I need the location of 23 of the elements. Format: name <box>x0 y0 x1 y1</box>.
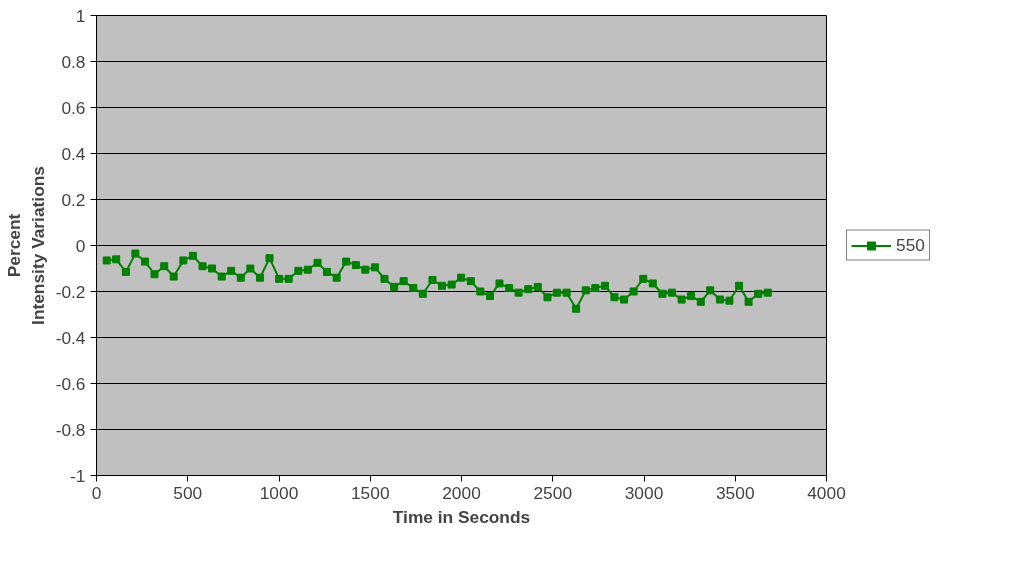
x-tick-label: 2000 <box>442 482 481 503</box>
y-tick-label: -0.6 <box>55 373 86 394</box>
x-tick-label: 3000 <box>624 482 664 503</box>
y-tick-label: 0 <box>75 235 86 256</box>
y-tick-label: 1 <box>75 5 86 26</box>
y-tick-label: -0.4 <box>55 327 86 348</box>
x-axis-title: Time in Seconds <box>392 506 531 527</box>
x-tick-label: 4000 <box>807 482 846 503</box>
y-tick-label: -0.2 <box>55 281 86 302</box>
legend-label: 550 <box>896 234 925 256</box>
x-tick-label: 1000 <box>259 482 299 503</box>
y-tick-label: 0.4 <box>61 143 86 164</box>
y-tick-label: -0.8 <box>55 419 86 440</box>
y-tick-label: -1 <box>70 465 86 486</box>
y-tick-label: 0.2 <box>61 189 86 210</box>
x-tick-label: 2500 <box>533 482 573 503</box>
x-tick-label: 3500 <box>715 482 755 503</box>
x-tick-label: 1500 <box>350 482 390 503</box>
x-tick-label: 0 <box>91 482 102 503</box>
x-tick-label: 500 <box>173 482 203 503</box>
y-tick-label: 0.6 <box>61 97 86 118</box>
y-axis-title: Percent Intensity Variations <box>3 166 48 325</box>
y-tick-label: 0.8 <box>61 51 86 72</box>
